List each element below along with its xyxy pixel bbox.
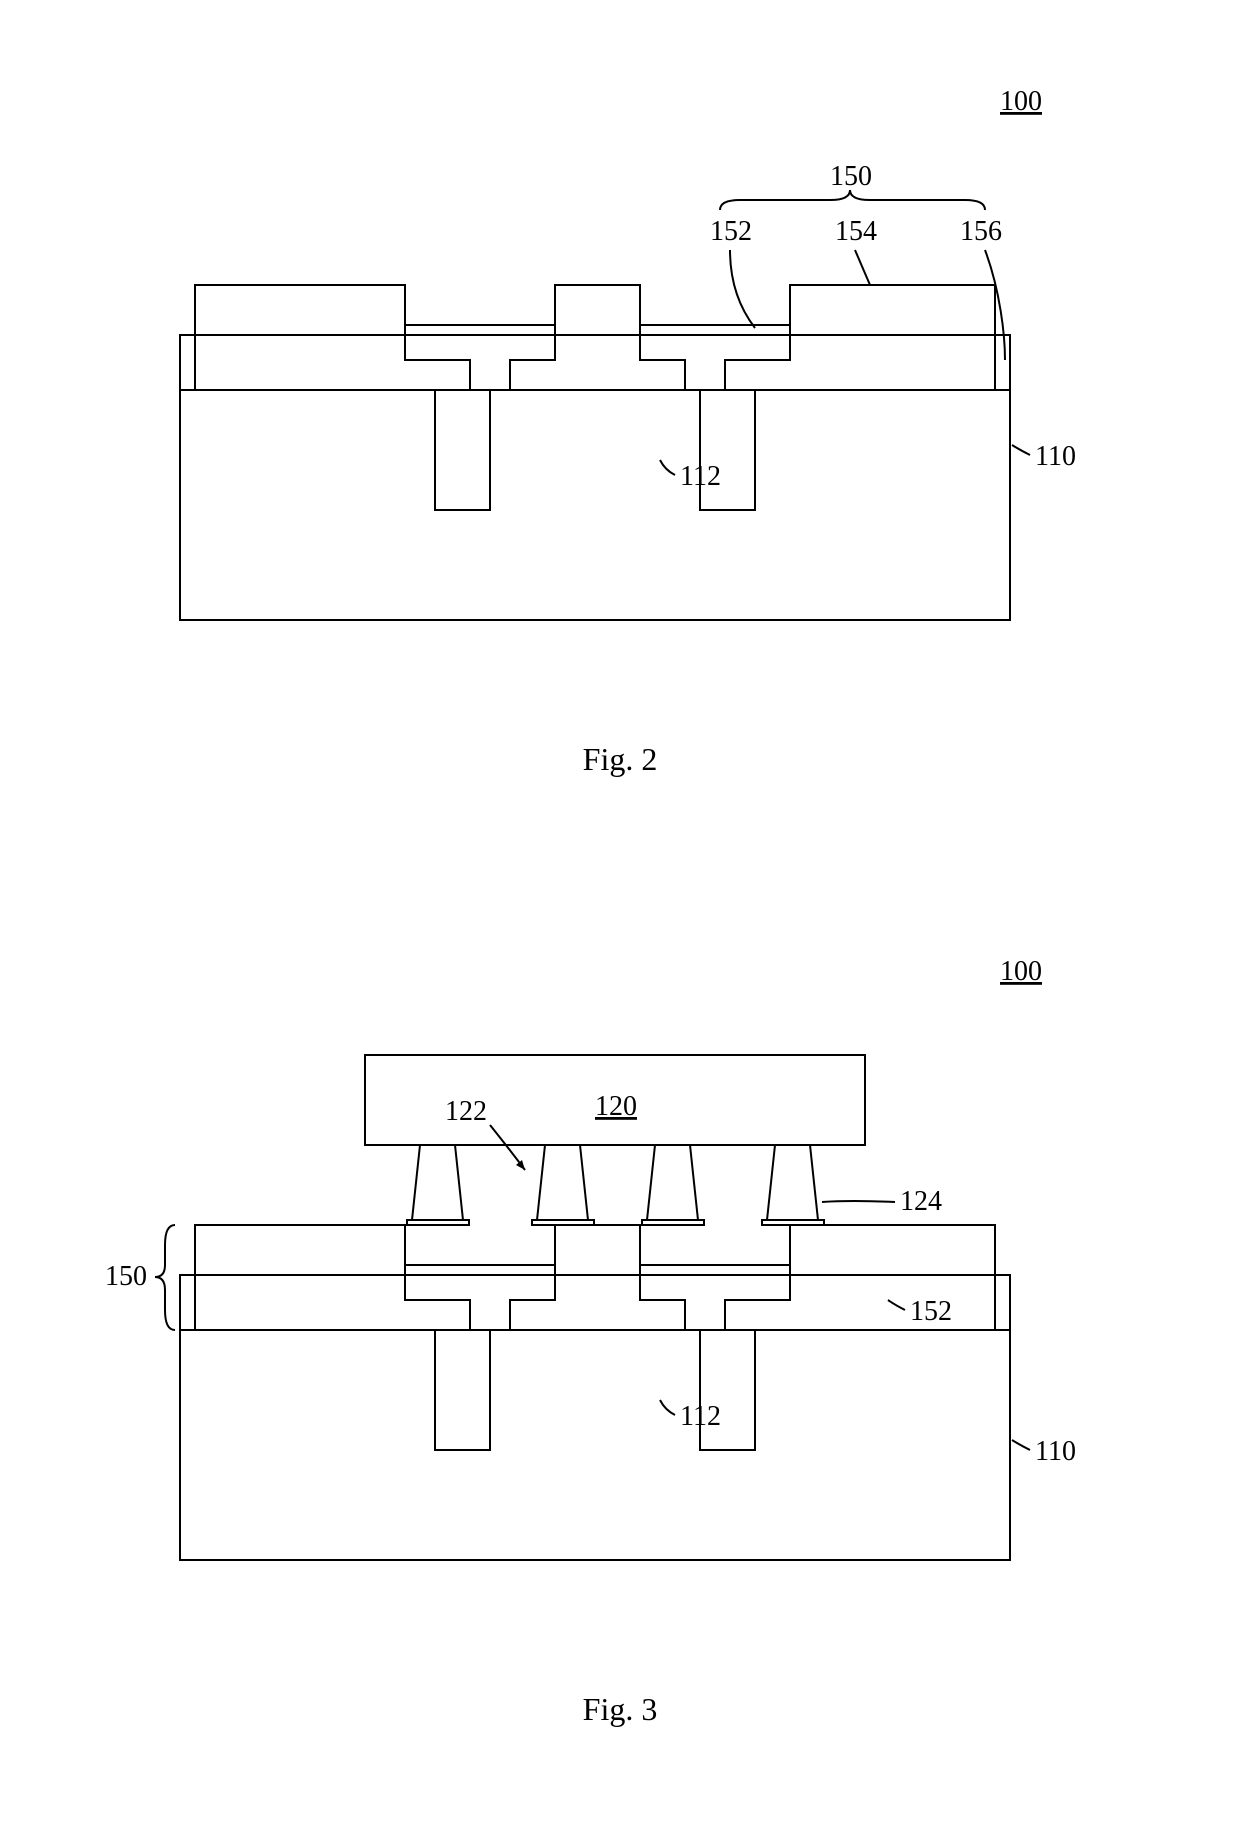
leader-110-fig3 (1012, 1440, 1030, 1450)
leader-110 (1012, 445, 1030, 455)
label-156: 156 (960, 216, 1002, 247)
pad-154-left (195, 285, 405, 335)
bump-3 (647, 1145, 698, 1220)
layer-156-fig3 (180, 1275, 1010, 1330)
bump-1 (412, 1145, 463, 1220)
figure-2: 100 150 152 154 156 112 110 Fig. 2 (0, 30, 1240, 830)
pillar-112-left-fig3 (435, 1330, 490, 1450)
label-100: 100 (1000, 86, 1042, 117)
pad-154-right (790, 285, 995, 335)
strip-right (640, 325, 790, 335)
pillar-112-left (435, 390, 490, 510)
brace-150 (720, 190, 985, 210)
substrate-110 (180, 390, 1010, 620)
conductors-152-group (195, 335, 995, 390)
label-152-fig3: 152 (910, 1296, 952, 1327)
connectors-top-fig3 (405, 1265, 790, 1275)
pillar-112-right-fig3 (700, 1330, 755, 1450)
bump-4 (767, 1145, 818, 1220)
conductors-152-fig3 (195, 1275, 995, 1330)
label-124: 124 (900, 1186, 942, 1217)
leader-154 (855, 250, 870, 285)
layer-156 (180, 335, 1010, 390)
label-112-fig3: 112 (680, 1401, 721, 1432)
caption-fig3: Fig. 3 (583, 1691, 658, 1727)
label-150-fig3: 150 (105, 1261, 147, 1292)
leader-112 (660, 460, 675, 475)
label-110: 110 (1035, 441, 1076, 472)
conductor-152-right (725, 335, 995, 390)
caption-fig2: Fig. 2 (583, 741, 658, 777)
strip-left (405, 325, 555, 335)
pillar-112-right (700, 390, 755, 510)
pad-154-mid (555, 285, 640, 335)
connectors-top (405, 325, 790, 335)
pads-154-fig3 (195, 1225, 995, 1275)
label-122: 122 (445, 1096, 487, 1127)
figure-3: 100 120 122 124 (0, 900, 1240, 1800)
label-120: 120 (595, 1091, 637, 1122)
label-110-fig3: 110 (1035, 1436, 1076, 1467)
label-100-fig3: 100 (1000, 956, 1042, 987)
leader-112-fig3 (660, 1400, 675, 1415)
leader-124 (822, 1201, 895, 1202)
label-150: 150 (830, 161, 872, 192)
conductor-152-left (195, 335, 470, 390)
leader-152 (730, 250, 755, 328)
substrate-110-fig3 (180, 1330, 1010, 1560)
bumps-122-group (412, 1145, 818, 1220)
pads-154-group (195, 285, 995, 335)
label-152: 152 (710, 216, 752, 247)
label-154: 154 (835, 216, 877, 247)
bump-2 (537, 1145, 588, 1220)
conductor-152-mid (510, 335, 685, 390)
label-112: 112 (680, 461, 721, 492)
brace-150-fig3 (155, 1225, 175, 1330)
fig2-substrate-group (180, 390, 1010, 620)
leader-152-fig3 (888, 1300, 905, 1310)
